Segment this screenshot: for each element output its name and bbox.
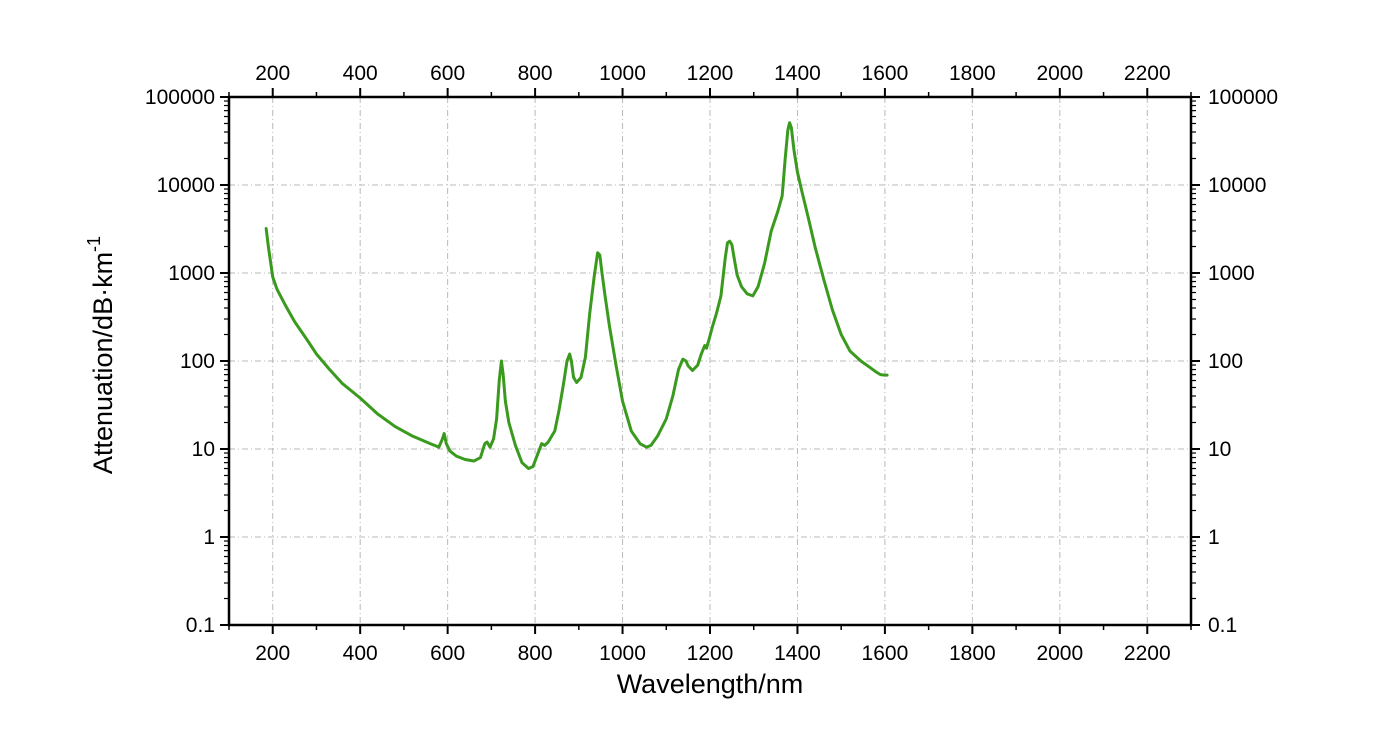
- series-layer: [264, 121, 889, 471]
- x-tick-label: 1800: [949, 642, 996, 665]
- y-tick-label: 100000: [145, 86, 215, 109]
- x-tick-label-top: 2200: [1124, 62, 1171, 85]
- y-tick-label-right: 100: [1208, 350, 1243, 373]
- x-tick-label: 600: [430, 642, 465, 665]
- y-tick-label-right: 0.1: [1208, 614, 1237, 637]
- y-axis-title-main: Attenuation/dB·km: [88, 252, 118, 474]
- y-tick-label: 0.1: [186, 614, 215, 637]
- y-axis-title: Attenuation/dB·km-1: [84, 236, 118, 474]
- y-tick-label-right: 10000: [1208, 174, 1266, 197]
- y-tick-label: 10000: [157, 174, 215, 197]
- x-tick-label-top: 600: [430, 62, 465, 85]
- y-tick-label: 1: [203, 526, 215, 549]
- y-tick-label: 10: [192, 438, 215, 461]
- x-tick-label-top: 200: [255, 62, 290, 85]
- y-tick-label-right: 100000: [1208, 86, 1278, 109]
- x-tick-label-top: 1600: [862, 62, 909, 85]
- x-tick-label-top: 1800: [949, 62, 996, 85]
- y-axis-title-superscript: -1: [84, 236, 104, 252]
- x-tick-label: 2200: [1124, 642, 1171, 665]
- y-tick-label-right: 1000: [1208, 262, 1255, 285]
- x-tick-label-top: 2000: [1036, 62, 1083, 85]
- tick-labels: 2002004004006006008008001000100012001200…: [145, 62, 1278, 665]
- attenuation-series-line: [264, 121, 889, 471]
- y-tick-label: 1000: [168, 262, 215, 285]
- x-tick-label: 200: [255, 642, 290, 665]
- x-tick-label: 800: [518, 642, 553, 665]
- x-tick-label-top: 800: [518, 62, 553, 85]
- x-tick-label-top: 1400: [774, 62, 821, 85]
- y-tick-label: 100: [180, 350, 215, 373]
- x-tick-label: 1600: [862, 642, 909, 665]
- x-tick-label-top: 400: [343, 62, 378, 85]
- x-tick-label-top: 1000: [599, 62, 646, 85]
- grid-lines: [229, 96, 1191, 626]
- y-tick-label-right: 1: [1208, 526, 1220, 549]
- x-tick-label: 1200: [687, 642, 734, 665]
- x-tick-label: 2000: [1036, 642, 1083, 665]
- axis-ticks: [220, 88, 1200, 634]
- x-axis-title: Wavelength/nm: [617, 669, 804, 699]
- x-tick-label: 400: [343, 642, 378, 665]
- x-tick-label: 1000: [599, 642, 646, 665]
- y-tick-label-right: 10: [1208, 438, 1231, 461]
- x-tick-label: 1400: [774, 642, 821, 665]
- x-tick-label-top: 1200: [687, 62, 734, 85]
